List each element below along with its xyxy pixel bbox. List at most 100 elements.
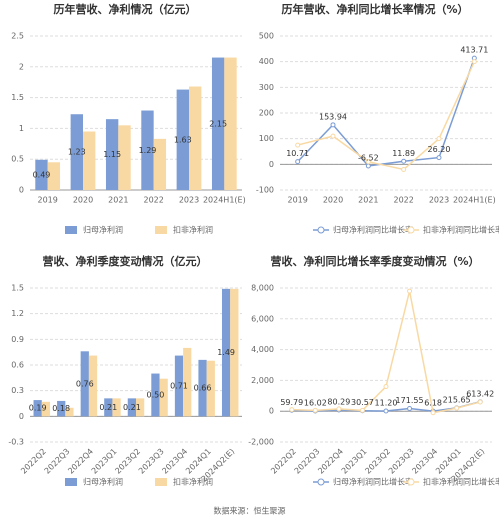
point [407, 406, 413, 412]
x-tick-label: 2019 [287, 196, 307, 205]
data-label: 80.29 [327, 397, 350, 406]
bar [224, 57, 237, 191]
y-tick-label: 500 [259, 32, 274, 41]
legend-swatch [407, 478, 415, 486]
point [295, 142, 301, 148]
x-tick-label: 2023 [429, 196, 449, 205]
line [297, 61, 476, 171]
legend-label: 扣非净利润 [173, 225, 213, 235]
point [365, 159, 371, 165]
y-tick-label: 4,000 [251, 345, 274, 354]
bar [189, 86, 202, 190]
y-tick-label: 400 [259, 57, 274, 66]
legend-swatch [407, 226, 415, 234]
bar [41, 401, 51, 417]
y-tick-label: 1 [19, 124, 24, 133]
data-label: 413.71 [460, 46, 488, 55]
data-label: 0.49 [33, 170, 51, 179]
point [383, 408, 389, 414]
data-label: 0.76 [76, 379, 94, 388]
bar [198, 359, 207, 417]
bar [176, 89, 189, 190]
x-tick-label: 2021 [108, 196, 128, 205]
data-label: 171.55 [396, 396, 424, 405]
bar [183, 347, 192, 417]
point [336, 406, 342, 412]
data-label: 1.49 [217, 348, 235, 357]
point [383, 384, 389, 390]
bar [57, 400, 66, 417]
data-label: 0.18 [52, 404, 70, 413]
data-label: 1.15 [103, 150, 121, 159]
y-tick-label: 0 [269, 407, 274, 416]
y-tick-label: 0.9 [11, 335, 24, 344]
legend-label: 扣非净利润 [173, 477, 213, 487]
point [289, 407, 295, 413]
data-label: 1.23 [68, 148, 86, 157]
data-label: 0.19 [29, 404, 47, 413]
point [359, 407, 365, 413]
point [407, 288, 413, 294]
point [454, 405, 460, 411]
line [297, 57, 476, 167]
data-label: 215.65 [443, 395, 471, 404]
data-label: 16.02 [304, 398, 327, 407]
legend-swatch [65, 226, 77, 234]
bar [80, 351, 89, 417]
bar [70, 114, 83, 190]
bar [33, 400, 42, 417]
data-label: 10.71 [286, 149, 309, 158]
x-tick-label: 2024H1(E) [203, 196, 246, 205]
y-tick-label: 2,000 [251, 376, 274, 385]
data-label: 59.79 [280, 398, 303, 407]
data-label: 11.20 [375, 399, 398, 408]
legend-label: 扣非净利润同比增长率 [423, 477, 499, 487]
y-tick-label: 1.5 [11, 284, 24, 293]
legend-label: 归母净利润 [83, 225, 123, 235]
data-label: 1.29 [139, 146, 157, 155]
data-label: 153.94 [319, 112, 347, 121]
y-tick-label: 0.6 [11, 361, 24, 370]
x-tick-label: 2019 [37, 196, 57, 205]
bar [88, 355, 98, 417]
y-tick-label: 8,000 [251, 284, 274, 293]
point [471, 59, 477, 65]
data-label: 0.21 [123, 403, 141, 412]
y-tick-label: 2.5 [11, 32, 24, 41]
bar [83, 131, 96, 190]
y-tick-label: 1.5 [11, 93, 24, 102]
data-label: 0.66 [194, 384, 212, 393]
legend-label: 归母净利润同比增长率 [333, 225, 413, 235]
bar [35, 159, 48, 190]
bar [230, 288, 239, 417]
x-tick-label: 2022 [143, 196, 163, 205]
y-tick-label: 1.2 [11, 309, 24, 318]
data-label: 30.57 [351, 398, 374, 407]
legend-label: 归母净利润 [83, 477, 123, 487]
y-tick-label: -100 [256, 186, 274, 195]
bar [174, 355, 184, 417]
point [436, 155, 442, 161]
chart-title: 历年营收、净利同比增长率情况（%） [281, 2, 468, 16]
bar [127, 398, 136, 417]
point [312, 407, 318, 413]
point [295, 159, 301, 165]
point [477, 399, 483, 405]
y-tick-label: 300 [259, 83, 274, 92]
data-label: 613.42 [466, 389, 494, 398]
data-label: 0.21 [99, 403, 117, 412]
bar [141, 110, 154, 190]
chart-title: 营收、净利季度变动情况（亿元） [43, 254, 208, 268]
legend-label: 扣非净利润同比增长率 [423, 225, 499, 235]
x-tick-label: 2023 [179, 196, 199, 205]
bar [65, 407, 74, 417]
y-tick-label: 0.3 [11, 386, 24, 395]
data-label: -6.52 [358, 154, 379, 163]
source: 数据来源：恒生聚源 [214, 506, 286, 516]
bar [104, 398, 113, 417]
x-tick-label: 2021 [358, 196, 378, 205]
point [436, 136, 442, 142]
point [330, 122, 336, 128]
